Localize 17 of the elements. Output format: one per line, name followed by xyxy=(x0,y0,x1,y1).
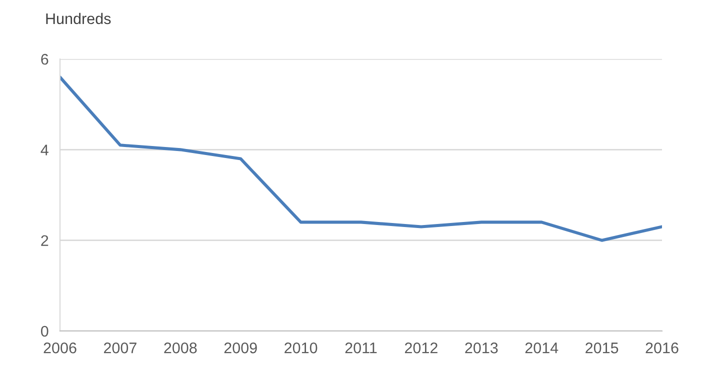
y-tick-label: 4 xyxy=(40,144,48,156)
y-axis-title: Hundreds xyxy=(46,12,111,24)
x-tick-label: 2012 xyxy=(404,342,438,354)
x-tick-label: 2014 xyxy=(525,342,558,354)
x-tick-label: 2006 xyxy=(44,342,76,354)
x-tick-label: 2009 xyxy=(224,342,257,354)
x-tick-label: 2013 xyxy=(465,342,498,354)
x-tick-label: 2010 xyxy=(284,342,318,354)
x-tick-label: 2011 xyxy=(345,342,377,354)
x-tick-label: 2016 xyxy=(646,342,678,354)
y-tick-label: 2 xyxy=(41,235,48,246)
line-series xyxy=(60,76,662,242)
x-tick-label: 2007 xyxy=(104,342,136,354)
y-tick-label: 6 xyxy=(41,54,48,65)
x-tick-label: 2008 xyxy=(164,342,197,354)
x-tick-label: 2015 xyxy=(586,342,618,354)
y-tick-label: 0 xyxy=(40,326,48,337)
